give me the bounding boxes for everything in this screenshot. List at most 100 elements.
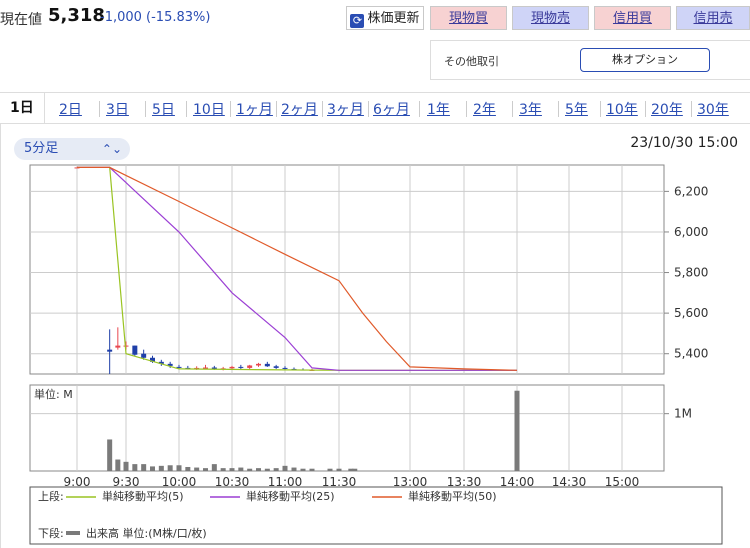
volume-bar [336, 468, 342, 471]
volume-bar [158, 465, 164, 471]
tab-6m[interactable]: 6ヶ月 [373, 102, 410, 118]
chart-panel [0, 124, 750, 548]
volume-bar [141, 464, 147, 471]
legend-lower-label: 下段: [38, 526, 64, 540]
tab-3m[interactable]: 3ヶ月 [327, 102, 364, 118]
volume-bar [211, 464, 217, 471]
candle-body [115, 345, 121, 348]
tab-3y[interactable]: 3年 [519, 102, 542, 118]
candle-body [194, 367, 200, 369]
current-price-label: 現在値 [0, 12, 42, 28]
candle-body [273, 366, 279, 368]
candle-body [167, 363, 173, 366]
legend-item-label: 単純移動平均(5) [102, 489, 184, 503]
candle-body [141, 353, 147, 358]
y-tick-label: 6,000 [674, 225, 708, 239]
candle-body [158, 361, 164, 364]
price-change: -1,000 (-15.83%) [100, 10, 211, 25]
volume-bar [327, 468, 333, 471]
volume-bar [514, 390, 520, 471]
volume-bar [291, 467, 297, 471]
candle-body [247, 365, 253, 368]
x-tick-label: 9:30 [113, 475, 140, 489]
volume-bar [185, 466, 191, 471]
x-tick-label: 11:30 [322, 475, 357, 489]
tab-2y[interactable]: 2年 [473, 102, 496, 118]
chevron-updown-icon: ⌃⌄ [101, 142, 122, 156]
moving-average-line [77, 166, 518, 371]
tab-1y[interactable]: 1年 [427, 102, 450, 118]
tab-1d[interactable]: 1日 [0, 93, 45, 123]
tab-divider [558, 101, 559, 117]
y-tick-label: 5,800 [674, 266, 708, 280]
tab-divider [645, 101, 646, 117]
tab-20y[interactable]: 20年 [651, 102, 683, 118]
x-tick-label: 14:30 [552, 475, 587, 489]
stock-options-button[interactable]: 株オプション [580, 48, 710, 72]
tab-3d[interactable]: 3日 [106, 102, 129, 118]
cash-buy-button[interactable]: 現物買 [430, 6, 507, 30]
tab-10d[interactable]: 10日 [193, 102, 225, 118]
volume-bar [309, 468, 315, 471]
candle-body [123, 345, 129, 347]
other-trades-label: その他取引 [444, 55, 499, 68]
candle-body [132, 345, 138, 355]
cash-sell-button[interactable]: 現物売 [512, 6, 589, 30]
candle-body [264, 363, 270, 367]
volume-bar [123, 461, 129, 471]
tab-2m[interactable]: 2ヶ月 [281, 102, 318, 118]
tab-10y[interactable]: 10年 [606, 102, 638, 118]
tab-divider [276, 101, 277, 117]
moving-average-line [77, 166, 517, 371]
volume-bar [352, 468, 358, 471]
tab-divider [466, 101, 467, 117]
tab-divider [419, 101, 420, 117]
candle-body [211, 367, 217, 369]
volume-bar [273, 468, 279, 471]
tab-1m[interactable]: 1ヶ月 [236, 102, 273, 118]
candle-body [256, 363, 261, 366]
y-tick-label: 5,600 [674, 306, 708, 320]
volume-unit-label: 単位: M [34, 387, 73, 401]
volume-bar [247, 468, 253, 471]
volume-bar [194, 467, 200, 471]
tab-divider [368, 101, 369, 117]
volume-bar [115, 459, 121, 471]
refresh-icon: ⟳ [350, 14, 365, 28]
interval-select[interactable]: 5分足 ⌃⌄ [14, 138, 130, 160]
tab-5d[interactable]: 5日 [152, 102, 175, 118]
volume-bar [167, 465, 173, 471]
tab-divider [186, 101, 187, 117]
volume-bar [238, 467, 244, 471]
candle-body [107, 349, 113, 352]
legend-upper-label: 上段: [38, 489, 64, 503]
volume-bar [229, 468, 235, 471]
tab-5y[interactable]: 5年 [565, 102, 588, 118]
margin-buy-button[interactable]: 信用買 [594, 6, 671, 30]
x-tick-label: 9:00 [64, 475, 91, 489]
tab-divider [99, 101, 100, 117]
legend-box [29, 486, 723, 545]
tab-divider [512, 101, 513, 117]
volume-bar [150, 466, 155, 471]
volume-bar [132, 464, 138, 471]
tab-30y[interactable]: 30年 [697, 102, 729, 118]
chart-timestamp: 23/10/30 15:00 [630, 135, 738, 151]
x-tick-label: 10:00 [162, 475, 197, 489]
current-price-value: 5,318 [48, 5, 105, 26]
volume-bar [282, 465, 288, 471]
x-tick-label: 11:00 [268, 475, 303, 489]
volume-bar [107, 439, 113, 471]
candle-body [282, 367, 288, 369]
tab-divider [322, 101, 323, 117]
candle-body [238, 366, 244, 368]
interval-select-value: 5分足 [24, 141, 59, 156]
tab-2d[interactable]: 2日 [59, 102, 82, 118]
volume-bar [203, 468, 208, 471]
tab-divider [600, 101, 601, 117]
refresh-price-button[interactable]: ⟳ 株価更新 [346, 6, 424, 30]
margin-sell-button[interactable]: 信用売 [676, 6, 750, 30]
tab-divider [230, 101, 231, 117]
period-tabs: 1日 2日 3日 5日 10日 1ヶ月 2ヶ月 3ヶ月 6ヶ月 1年 2年 3年… [0, 92, 750, 124]
